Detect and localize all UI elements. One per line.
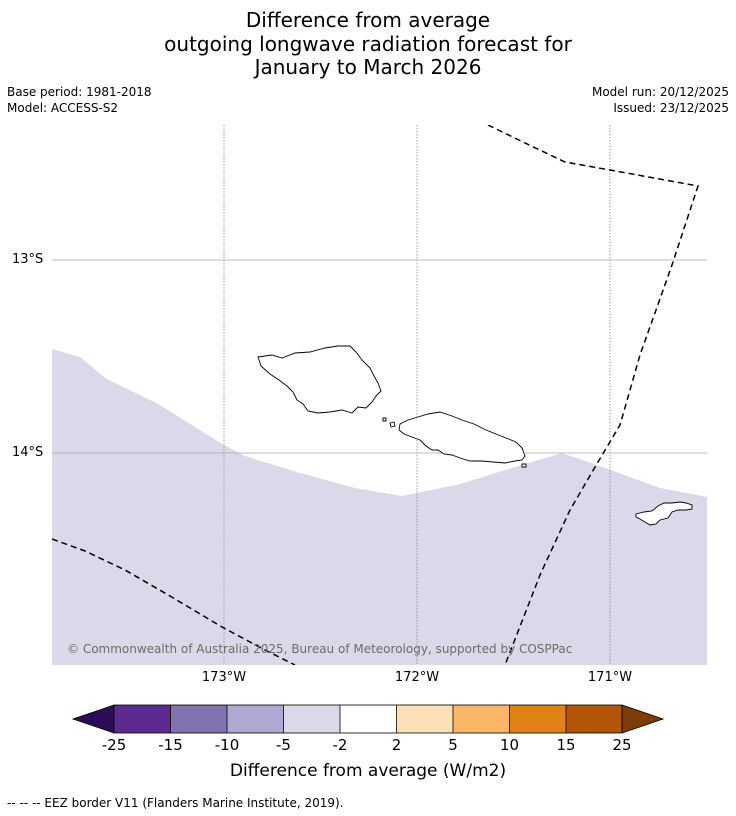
colorbar-tick-label: 10 <box>499 736 520 754</box>
colorbar <box>71 704 665 734</box>
colorbar-swatch-1 <box>114 705 171 733</box>
model-name: Model: ACCESS-S2 <box>7 101 119 115</box>
base-period: Base period: 1981-2018 <box>7 85 152 99</box>
manono-islet <box>382 417 387 422</box>
colorbar-tick-label: 15 <box>556 736 576 754</box>
colorbar-swatch-9 <box>566 705 622 733</box>
map-panel <box>52 125 707 665</box>
colorbar-swatch-3 <box>227 705 284 733</box>
colorbar-tick-label: 25 <box>612 736 632 754</box>
eez-border-line-1 <box>487 125 699 665</box>
upolu-island <box>398 411 526 464</box>
chart-title-line-1: Difference from average <box>245 8 491 32</box>
nuutele-islet <box>521 463 527 468</box>
lon-label-173w: 173°W <box>201 670 247 685</box>
graticule <box>52 125 707 665</box>
tutuila-island <box>635 501 693 526</box>
colorbar-swatch-7 <box>453 705 510 733</box>
eez-legend: -- -- -- EEZ border V11 (Flanders Marine… <box>7 796 344 810</box>
colorbar-swatch-6 <box>396 705 453 733</box>
colorbar-tick-label: -15 <box>158 736 183 754</box>
colorbar-swatch-8 <box>509 705 566 733</box>
lat-label-13s: 13°S <box>12 252 44 267</box>
colorbar-swatch-2 <box>170 705 227 733</box>
colorbar-swatch-4 <box>283 705 340 733</box>
lon-label-172w: 172°W <box>394 670 440 685</box>
colorbar-tick-label: -2 <box>332 736 348 754</box>
savaii-island <box>257 345 382 414</box>
eez-border <box>52 125 699 665</box>
colorbar-tick-label: 2 <box>391 736 402 754</box>
colorbar-title: Difference from average (W/m2) <box>229 761 507 781</box>
islands <box>257 345 693 526</box>
colorbar-tick-label: 5 <box>448 736 458 754</box>
colorbar-swatch-5 <box>340 705 397 733</box>
colorbar-swatch-10 <box>621 704 665 734</box>
colorbar-tick-label: -25 <box>101 736 127 754</box>
olr-anomaly-region <box>52 349 707 665</box>
colorbar-dividers <box>113 704 623 734</box>
chart-title-line-2: outgoing longwave radiation forecast for <box>164 31 572 56</box>
model-run: Model run: 20/12/2025 <box>591 85 729 99</box>
eez-border-line-2 <box>52 538 296 665</box>
chart-title-line-3: January to March 2026 <box>254 55 482 79</box>
meta-right: Model run: 20/12/2025 Issued: 23/12/2025 <box>592 84 729 116</box>
lon-label-171w: 171°W <box>587 670 633 685</box>
meta-left: Base period: 1981-2018 Model: ACCESS-S2 <box>7 84 152 116</box>
copyright-notice: © Commonwealth of Australia 2025, Bureau… <box>67 642 573 656</box>
colorbar-tick-label: -5 <box>276 736 291 754</box>
colorbar-tick-label: -10 <box>214 736 240 754</box>
lat-label-14s: 14°S <box>12 445 44 460</box>
colorbar-swatch-0 <box>71 704 115 734</box>
issued-date: Issued: 23/12/2025 <box>613 101 729 115</box>
apolima-islet <box>389 421 396 428</box>
